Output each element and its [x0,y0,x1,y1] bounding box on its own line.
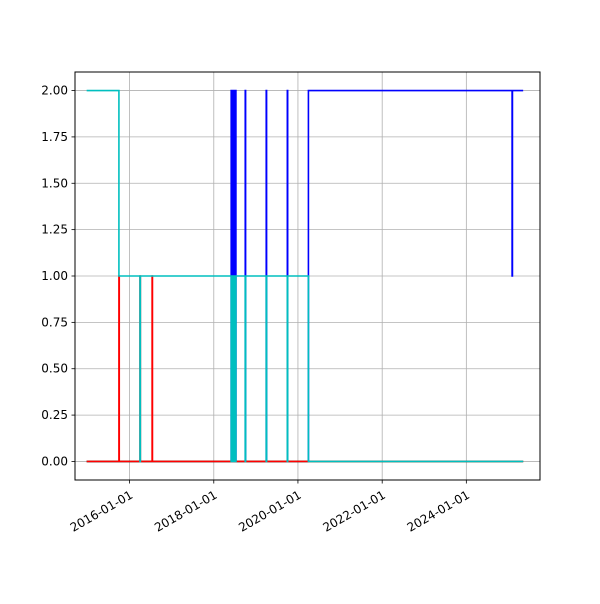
y-tick-label: 0.50 [41,362,68,376]
series-group [86,89,524,463]
y-tick-label: 0.00 [41,454,68,468]
y-tick-label: 2.00 [41,84,68,98]
series-line-4 [86,89,524,463]
y-tick-label: 1.00 [41,269,68,283]
y-tick-label: 1.25 [41,223,68,237]
y-tick-label: 1.75 [41,130,68,144]
y-axis: 0.00 0.25 0.50 0.75 1.00 1.25 1.50 1.75 2.00 [41,84,75,468]
y-tick-label: 1.50 [41,176,68,190]
y-tick-label: 0.25 [41,408,68,422]
y-tick-label: 0.75 [41,315,68,329]
